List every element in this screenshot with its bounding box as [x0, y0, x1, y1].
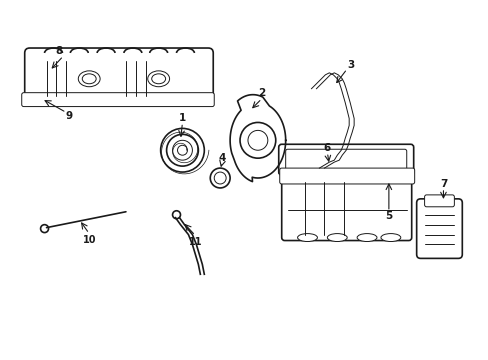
Circle shape	[210, 168, 230, 188]
Text: 1: 1	[179, 113, 186, 123]
Ellipse shape	[147, 71, 169, 87]
Circle shape	[161, 129, 204, 172]
Ellipse shape	[356, 234, 376, 242]
Ellipse shape	[151, 74, 165, 84]
Text: 9: 9	[66, 112, 73, 121]
Text: 5: 5	[385, 211, 392, 221]
Circle shape	[41, 225, 48, 233]
Circle shape	[240, 122, 275, 158]
Circle shape	[247, 130, 267, 150]
Text: 3: 3	[347, 60, 354, 70]
FancyBboxPatch shape	[278, 144, 413, 175]
Circle shape	[214, 172, 225, 184]
FancyBboxPatch shape	[285, 149, 406, 171]
FancyBboxPatch shape	[416, 199, 461, 258]
FancyBboxPatch shape	[21, 93, 214, 107]
Text: 11: 11	[188, 237, 202, 247]
FancyBboxPatch shape	[281, 177, 411, 240]
Ellipse shape	[326, 234, 346, 242]
Ellipse shape	[380, 234, 400, 242]
Circle shape	[166, 134, 198, 166]
FancyBboxPatch shape	[424, 195, 453, 207]
Circle shape	[172, 211, 180, 219]
Text: 6: 6	[323, 143, 330, 153]
Text: 10: 10	[82, 234, 96, 244]
FancyBboxPatch shape	[25, 48, 213, 105]
Text: 4: 4	[218, 153, 225, 163]
Circle shape	[177, 145, 187, 155]
Text: 2: 2	[258, 88, 265, 98]
FancyBboxPatch shape	[279, 168, 414, 184]
Ellipse shape	[82, 74, 96, 84]
Text: 8: 8	[56, 46, 63, 56]
Ellipse shape	[78, 71, 100, 87]
Circle shape	[172, 140, 192, 160]
Text: 7: 7	[439, 179, 446, 189]
Ellipse shape	[297, 234, 317, 242]
